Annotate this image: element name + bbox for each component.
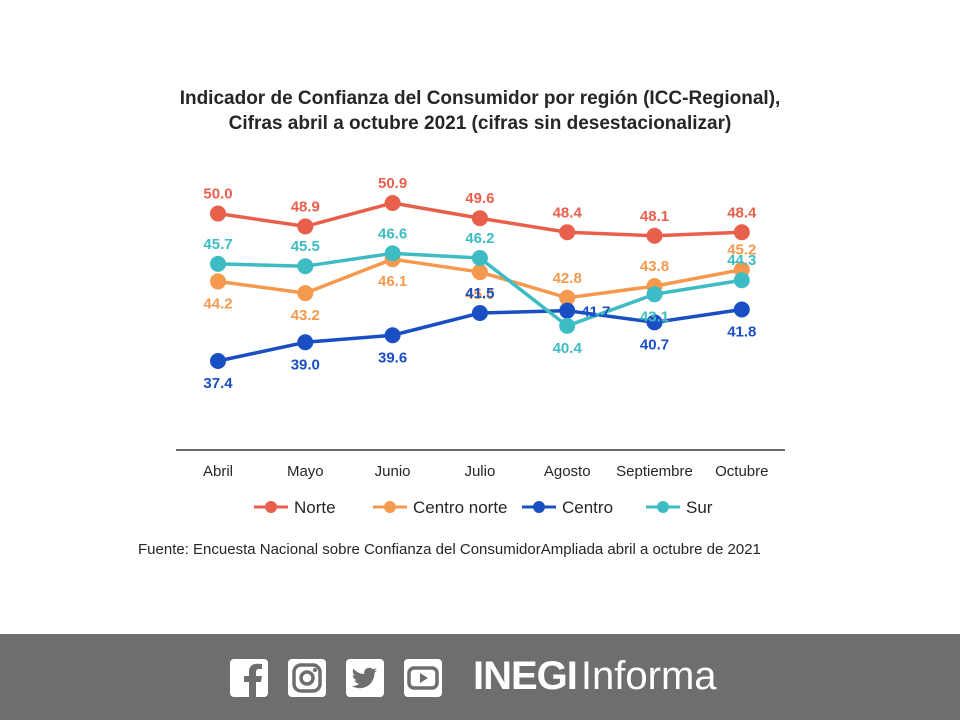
chart-panel: Indicador de Confianza del Consumidor po… [138,88,785,558]
data-point [210,205,226,222]
data-label: 45.5 [291,238,320,255]
data-point [646,314,663,331]
data-point [471,250,488,267]
data-point [559,224,576,241]
data-point [297,258,314,275]
data-point [384,327,401,344]
legend-label: Norte [294,498,336,517]
data-label: 39.0 [291,356,320,373]
data-label: 41.5 [465,285,494,302]
data-label: 43.1 [640,308,669,325]
data-point [559,289,576,306]
data-label: 44.2 [203,295,232,312]
data-label: 50.9 [378,175,407,192]
data-label: 45.2 [727,242,756,259]
data-point [646,227,663,244]
youtube-icon[interactable] [404,659,442,697]
data-point [559,302,576,319]
data-label: 48.9 [291,198,320,215]
source-note: Fuente: Encuesta Nacional sobre Confianz… [138,541,761,558]
chart-subtitle: Cifras abril a octubre 2021 (cifras sin … [228,113,732,134]
x-tick-label: Agosto [544,463,591,480]
data-label: 48.1 [640,208,669,225]
legend-marker [533,501,545,513]
data-point [471,210,488,227]
data-label: 46.1 [378,273,407,290]
data-label: 40.4 [553,340,583,357]
chart-title: Indicador de Confianza del Consumidor po… [179,88,781,109]
x-tick-label: Septiembre [616,463,693,480]
data-label: 39.6 [378,349,407,366]
line-chart: Abril Mayo Junio Julio Agosto Septiembre Octub… [176,175,785,517]
data-label: 41.8 [727,324,756,341]
data-label: 45.7 [203,236,232,253]
data-point [210,353,226,369]
data-point [210,273,226,290]
data-label: 42.8 [553,270,582,287]
data-label: 49.6 [465,190,494,207]
data-point [384,195,401,211]
data-label: 44.3 [727,252,756,269]
data-label: 48.4 [553,204,583,221]
legend-label: Centro norte [413,498,508,517]
data-point [733,224,750,241]
twitter-icon[interactable] [346,659,384,697]
data-label: 37.4 [203,375,233,392]
data-label: 43.2 [291,307,320,324]
data-label: 45.0 [465,286,494,303]
legend-marker [265,501,277,513]
data-label: 48.4 [727,204,757,221]
footer-bar [0,634,960,720]
legend-marker [384,501,396,513]
data-label: 46.2 [465,230,494,247]
legend-label: Sur [686,498,713,517]
data-label: 43.8 [640,258,669,275]
data-point [646,286,663,303]
brand-tagline: Informa [580,654,717,698]
data-point [471,264,488,281]
data-point [559,317,576,334]
x-tick-label: Junio [375,463,411,480]
data-point [384,245,401,262]
inegi-informa-logo: INEGI Informa [473,654,717,699]
data-point [210,255,226,272]
data-point [733,272,750,289]
x-tick-label: Abril [203,463,233,480]
instagram-icon[interactable] [288,659,326,697]
data-label: 50.0 [203,186,232,203]
data-point [297,285,314,302]
facebook-icon[interactable] [230,659,268,697]
x-tick-label: Julio [464,463,495,480]
data-point [471,305,488,322]
data-label: 40.7 [640,336,669,353]
data-point [297,218,314,235]
legend-label: Centro [562,498,613,517]
data-point [297,334,314,351]
data-label: 41.7 [581,304,610,321]
legend-marker [657,501,669,513]
data-label: 46.6 [378,225,407,242]
data-point [733,301,750,318]
brand-name: INEGI [473,654,578,698]
x-tick-label: Mayo [287,463,324,480]
x-tick-label: Octubre [715,463,768,480]
